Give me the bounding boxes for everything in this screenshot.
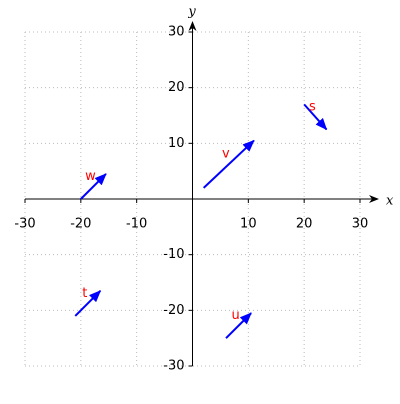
x-tick-label: 30	[352, 217, 369, 232]
y-tick-label: -20	[163, 303, 184, 318]
vector-label: v	[222, 147, 230, 162]
vector-label: t	[82, 286, 87, 301]
x-tick-label: -30	[14, 217, 35, 232]
x-axis-label: x	[386, 194, 394, 209]
vector	[202, 139, 255, 189]
x-tick-label: -20	[70, 217, 91, 232]
y-tick-label: 20	[168, 80, 185, 95]
x-tick-label: 10	[240, 217, 257, 232]
vector	[80, 173, 107, 200]
x-tick-label: 20	[296, 217, 313, 232]
y-tick-label: 10	[168, 136, 185, 151]
y-tick-label: 30	[168, 25, 185, 40]
vector	[303, 103, 328, 131]
y-tick-label: -10	[163, 247, 184, 262]
vector	[225, 312, 252, 339]
y-tick-label: -30	[163, 359, 184, 374]
vector	[74, 290, 102, 317]
x-tick-label: -10	[126, 217, 147, 232]
vector-label: u	[231, 308, 239, 323]
vector-label: w	[85, 169, 96, 184]
y-axis-label: y	[187, 5, 196, 20]
vector-label: s	[309, 99, 316, 114]
